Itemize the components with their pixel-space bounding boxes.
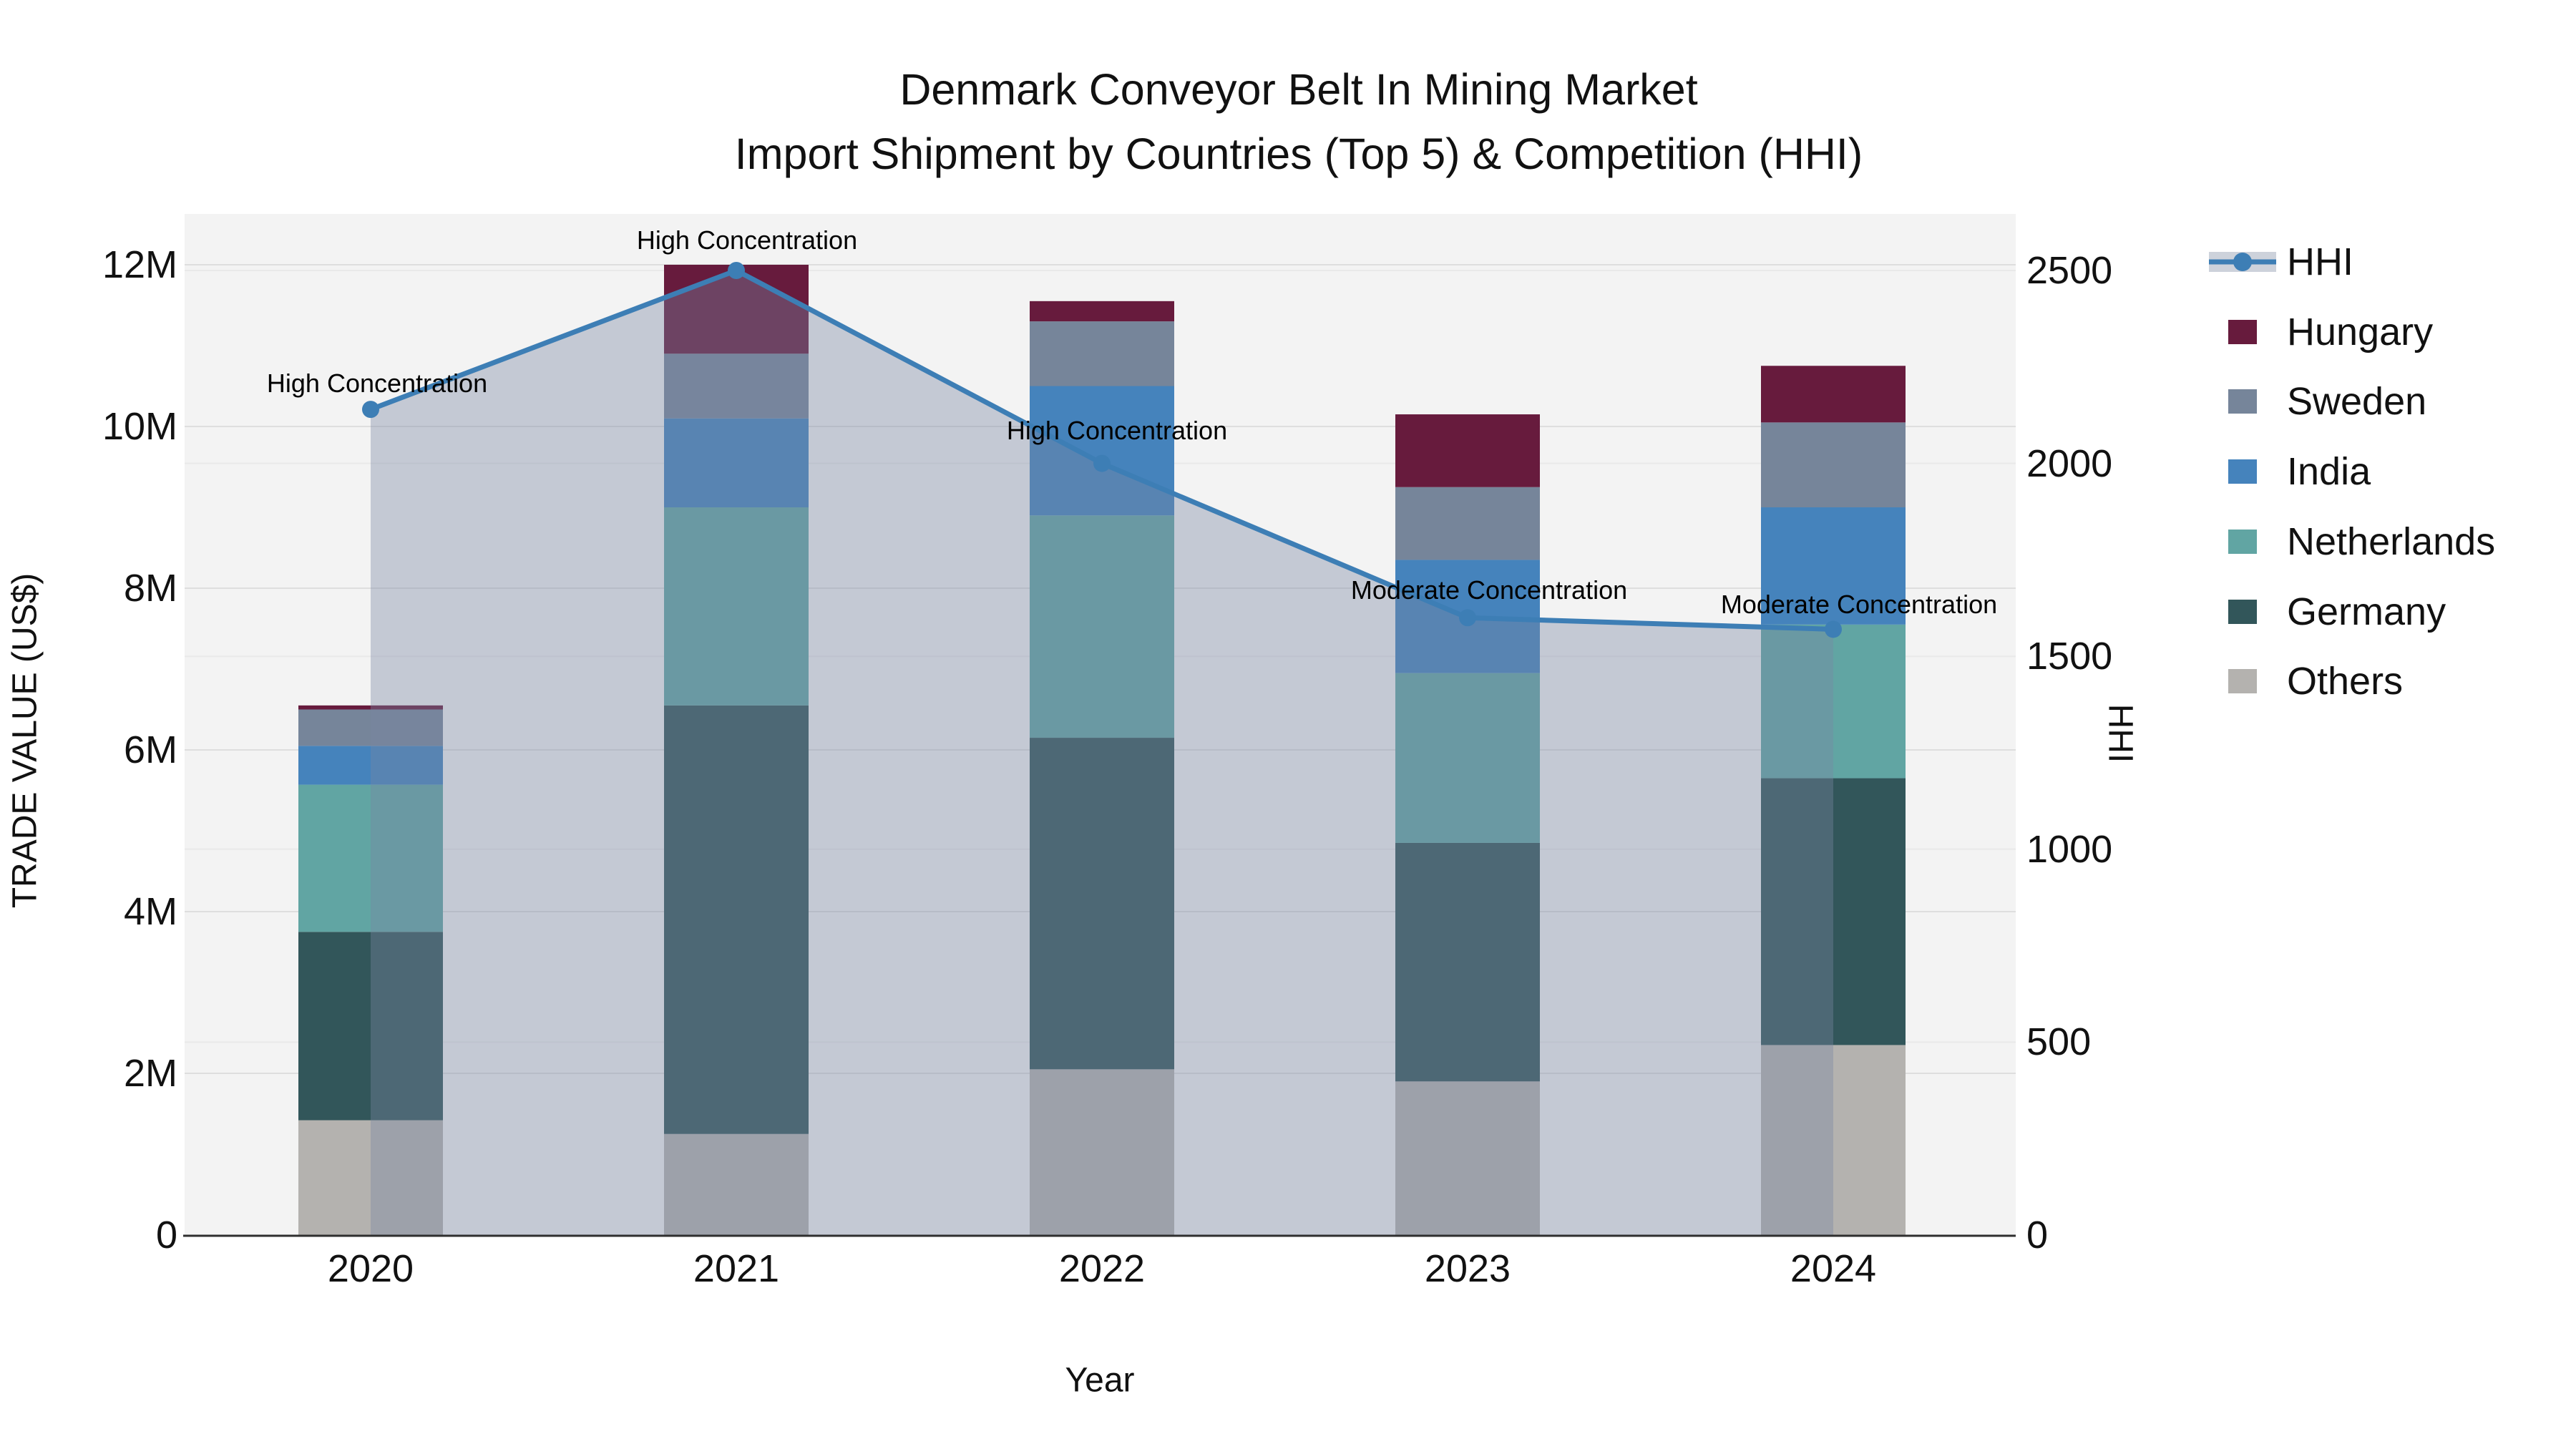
bar-segment-2020-germany (298, 932, 443, 1121)
legend-key-germany (2228, 599, 2257, 624)
hhi-marker-2022 (1093, 454, 1111, 472)
x-tick-2024: 2024 (1790, 1247, 1877, 1290)
bar-segment-2022-india (1030, 386, 1174, 516)
legend-hhi-marker-icon (2233, 253, 2252, 271)
bar-segment-2022-sweden (1030, 321, 1174, 386)
bar-segment-2020-sweden (298, 709, 443, 746)
bar-segment-2022-others (1030, 1069, 1174, 1235)
y-tick-right-1000: 1000 (2026, 827, 2113, 871)
legend-key-netherlands (2228, 529, 2257, 554)
legend-key-others (2228, 669, 2257, 694)
bar-segment-2023-sweden (1395, 487, 1540, 560)
bar-segment-2021-netherlands (664, 507, 809, 706)
bar-segment-2023-hungary (1395, 414, 1540, 487)
y-axis-label-right: HHI (2101, 703, 2140, 763)
bar-segment-2020-netherlands (298, 784, 443, 932)
bar-segment-2020-india (298, 746, 443, 785)
hhi-marker-2021 (728, 262, 745, 279)
bar-segment-2024-sweden (1761, 422, 1906, 507)
annotation-2023: Moderate Concentration (1350, 575, 1628, 605)
legend-label-others: Others (2287, 660, 2404, 703)
y-tick-left-2M: 2M (123, 1052, 177, 1095)
x-tick-2021: 2021 (693, 1247, 780, 1290)
annotation-2024: Moderate Concentration (1720, 590, 1998, 620)
bar-segment-2022-germany (1030, 738, 1174, 1070)
bar-segment-2021-others (664, 1133, 809, 1235)
bar-segment-2021-sweden (664, 353, 809, 419)
y-tick-right-2500: 2500 (2026, 249, 2113, 292)
x-axis-label: Year (1065, 1361, 1135, 1400)
legend-label-netherlands: Netherlands (2287, 519, 2496, 563)
bar-segment-2024-netherlands (1761, 624, 1906, 779)
bar-segment-2021-india (664, 418, 809, 507)
hhi-area (371, 270, 1833, 1235)
annotation-2022: High Concentration (1006, 415, 1228, 445)
hhi-marker-2024 (1825, 620, 1842, 638)
bar-segment-2024-germany (1761, 778, 1906, 1045)
y-tick-left-10M: 10M (102, 405, 177, 448)
hhi-marker-2020 (362, 401, 379, 419)
bar-segment-2023-others (1395, 1081, 1540, 1235)
y-tick-right-1500: 1500 (2026, 635, 2113, 678)
bar-segment-2024-hungary (1761, 366, 1906, 423)
bar-segment-2024-others (1761, 1045, 1906, 1235)
bar-segment-2022-hungary (1030, 301, 1174, 322)
x-tick-2023: 2023 (1424, 1247, 1511, 1290)
legend-key-india (2228, 459, 2257, 484)
bar-segment-2021-hungary (664, 265, 809, 354)
y-tick-right-0: 0 (2026, 1214, 2049, 1257)
bar-segment-2021-germany (664, 705, 809, 1134)
legend-label-india: India (2287, 450, 2371, 494)
y-tick-left-4M: 4M (123, 890, 177, 933)
y-tick-left-8M: 8M (123, 567, 177, 610)
legend-label-germany: Germany (2287, 590, 2446, 633)
bar-segment-2020-hungary (298, 705, 443, 710)
legend-label-hhi: HHI (2287, 240, 2353, 283)
bar-segment-2020-others (298, 1120, 443, 1235)
annotation-2020: High Concentration (266, 369, 488, 399)
legend-label-sweden: Sweden (2287, 380, 2427, 424)
bar-segment-2023-germany (1395, 842, 1540, 1082)
y-tick-left-12M: 12M (102, 243, 177, 286)
x-tick-2022: 2022 (1058, 1247, 1146, 1290)
y-tick-left-6M: 6M (123, 728, 177, 771)
hhi-marker-2023 (1459, 609, 1476, 627)
legend-label-hungary: Hungary (2287, 310, 2434, 353)
legend-key-hhi (2209, 252, 2276, 272)
bar-segment-2023-netherlands (1395, 673, 1540, 843)
x-tick-2020: 2020 (327, 1247, 414, 1290)
annotation-2021: High Concentration (636, 225, 858, 255)
y-tick-right-2000: 2000 (2026, 441, 2113, 485)
bar-segment-2024-india (1761, 507, 1906, 625)
y-tick-left-0: 0 (155, 1214, 177, 1257)
bar-segment-2022-netherlands (1030, 515, 1174, 738)
y-tick-right-500: 500 (2026, 1020, 2092, 1064)
legend-key-hungary (2228, 319, 2257, 344)
legend-key-sweden (2228, 389, 2257, 414)
chart-title-line2: Import Shipment by Countries (Top 5) & C… (734, 130, 1863, 178)
chart-title-line1: Denmark Conveyor Belt In Mining Market (899, 65, 1698, 114)
